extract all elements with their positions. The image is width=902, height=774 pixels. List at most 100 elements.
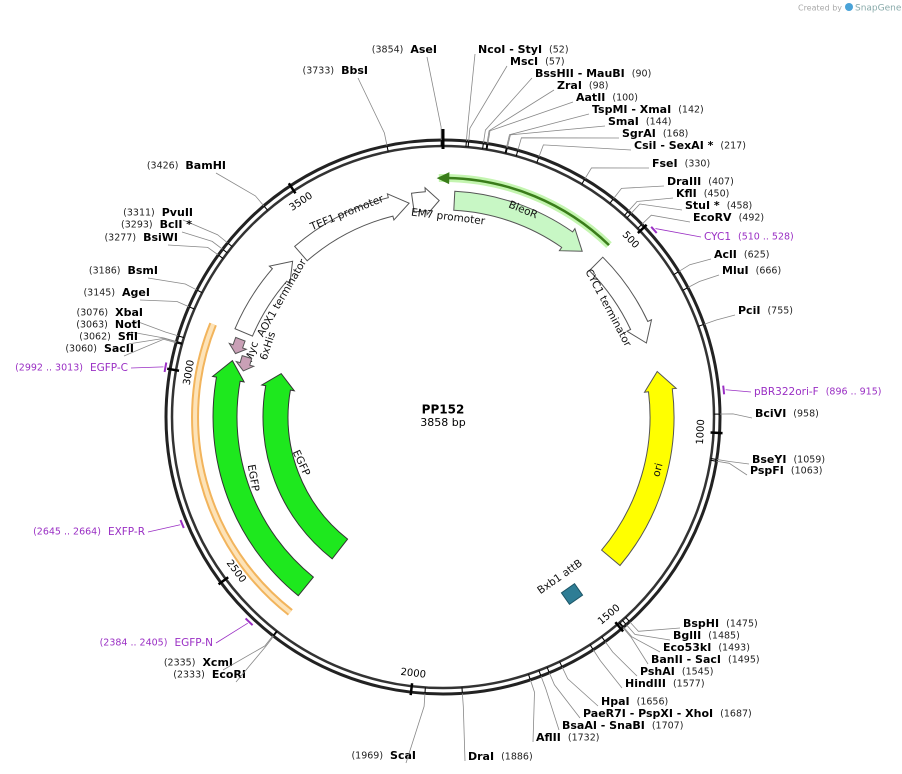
feature-arrow xyxy=(453,190,583,252)
site-tick xyxy=(486,143,489,150)
site-name: MluI xyxy=(722,264,749,277)
site-name: AgeI xyxy=(122,286,150,299)
leader-line xyxy=(538,671,560,731)
site-position: (142) xyxy=(678,105,704,116)
site-position: (3063) xyxy=(76,320,108,331)
site-tick xyxy=(467,141,470,148)
site-tick xyxy=(196,289,203,294)
primer-leader xyxy=(130,366,164,369)
leader-line xyxy=(461,688,466,762)
feature-arrow xyxy=(235,354,256,372)
site-name: XcmI xyxy=(202,656,233,669)
site-tick xyxy=(465,140,467,148)
site-name: AclI xyxy=(714,248,737,261)
site-position: (625) xyxy=(744,250,770,261)
plasmid-name: PP152 xyxy=(422,403,465,417)
site-tick xyxy=(621,619,627,626)
site-tick xyxy=(589,644,594,650)
leader-line xyxy=(182,219,232,247)
site-name: SmaI xyxy=(608,115,639,128)
site-tick xyxy=(505,147,508,154)
leader-line xyxy=(139,299,194,310)
site-name: BspHI xyxy=(683,617,719,630)
site-position: (3186) xyxy=(89,266,121,277)
leader-line xyxy=(581,167,650,184)
leader-line xyxy=(505,125,606,153)
site-position: (3076) xyxy=(77,308,109,319)
site-position: (330) xyxy=(685,159,711,170)
site-name: SacII xyxy=(104,342,134,355)
primer-range: (2992 .. 3013) xyxy=(15,363,83,374)
site-position: (217) xyxy=(720,141,746,152)
site-position: (1656) xyxy=(637,697,669,708)
leader-line xyxy=(465,53,476,147)
leader-line xyxy=(167,244,223,259)
site-tick xyxy=(619,622,624,628)
site-tick xyxy=(609,198,614,204)
primer-mark xyxy=(650,226,658,234)
orf-band-inner xyxy=(193,323,292,614)
leader-line xyxy=(711,458,750,465)
site-name: EcoRI xyxy=(212,668,246,681)
feature-arrow xyxy=(211,359,315,597)
site-position: (168) xyxy=(663,129,689,140)
site-tick xyxy=(485,143,488,150)
site-position: (1707) xyxy=(652,721,684,732)
site-position: (1732) xyxy=(568,733,600,744)
site-name: XbaI xyxy=(115,306,143,319)
leader-line xyxy=(610,185,665,203)
leader-line xyxy=(626,617,681,632)
primer-range: (2384 .. 2405) xyxy=(100,638,168,649)
site-position: (3060) xyxy=(65,344,97,355)
leader-line xyxy=(123,338,182,357)
ruler-tick xyxy=(614,621,625,633)
site-position: (2335) xyxy=(164,658,196,669)
ruler-tick xyxy=(287,182,297,194)
site-name: NotI xyxy=(115,318,141,331)
site-position: (755) xyxy=(767,306,793,317)
leader-line xyxy=(674,258,712,275)
site-tick xyxy=(581,178,586,185)
site-tick xyxy=(504,147,507,154)
site-tick xyxy=(538,670,542,677)
site-name: FseI xyxy=(652,157,678,170)
site-tick xyxy=(682,287,689,291)
site-position: (1969) xyxy=(351,751,383,762)
site-name: ZraI xyxy=(557,79,582,92)
leader-line xyxy=(559,662,599,707)
orf-head xyxy=(436,172,450,185)
leader-line xyxy=(127,337,182,345)
leader-line xyxy=(235,631,278,683)
feature-arrow xyxy=(260,372,349,560)
site-tick xyxy=(527,674,531,681)
site-tick xyxy=(601,636,606,642)
site-tick xyxy=(710,459,717,462)
site-name: BsaAI - SnaBI xyxy=(562,719,645,732)
primer-name: CYC1 xyxy=(704,231,731,243)
leader-line xyxy=(181,231,227,253)
site-position: (3733) xyxy=(303,66,335,77)
site-name: HindIII xyxy=(625,677,666,690)
primer-name: pBR322ori-F xyxy=(754,386,819,398)
feature-label: EGFP xyxy=(245,464,262,493)
site-position: (3311) xyxy=(123,208,155,219)
site-position: (100) xyxy=(612,93,638,104)
site-position: (3293) xyxy=(121,220,153,231)
site-position: (1577) xyxy=(673,679,705,690)
site-tick xyxy=(222,248,228,254)
site-name: BanII - SacI xyxy=(651,653,721,666)
site-tick xyxy=(218,254,224,259)
leader-line xyxy=(426,56,442,146)
site-tick xyxy=(618,622,624,628)
leader-line xyxy=(222,631,277,671)
site-name: KflI xyxy=(676,187,697,200)
site-position: (458) xyxy=(727,201,753,212)
site-tick xyxy=(175,342,183,345)
leader-line xyxy=(528,674,535,743)
leader-line xyxy=(714,413,753,419)
site-name: DraIII xyxy=(667,175,701,188)
site-position: (3062) xyxy=(79,332,111,343)
site-tick xyxy=(625,616,631,623)
leader-line xyxy=(516,137,620,156)
primer-mark xyxy=(179,519,185,529)
